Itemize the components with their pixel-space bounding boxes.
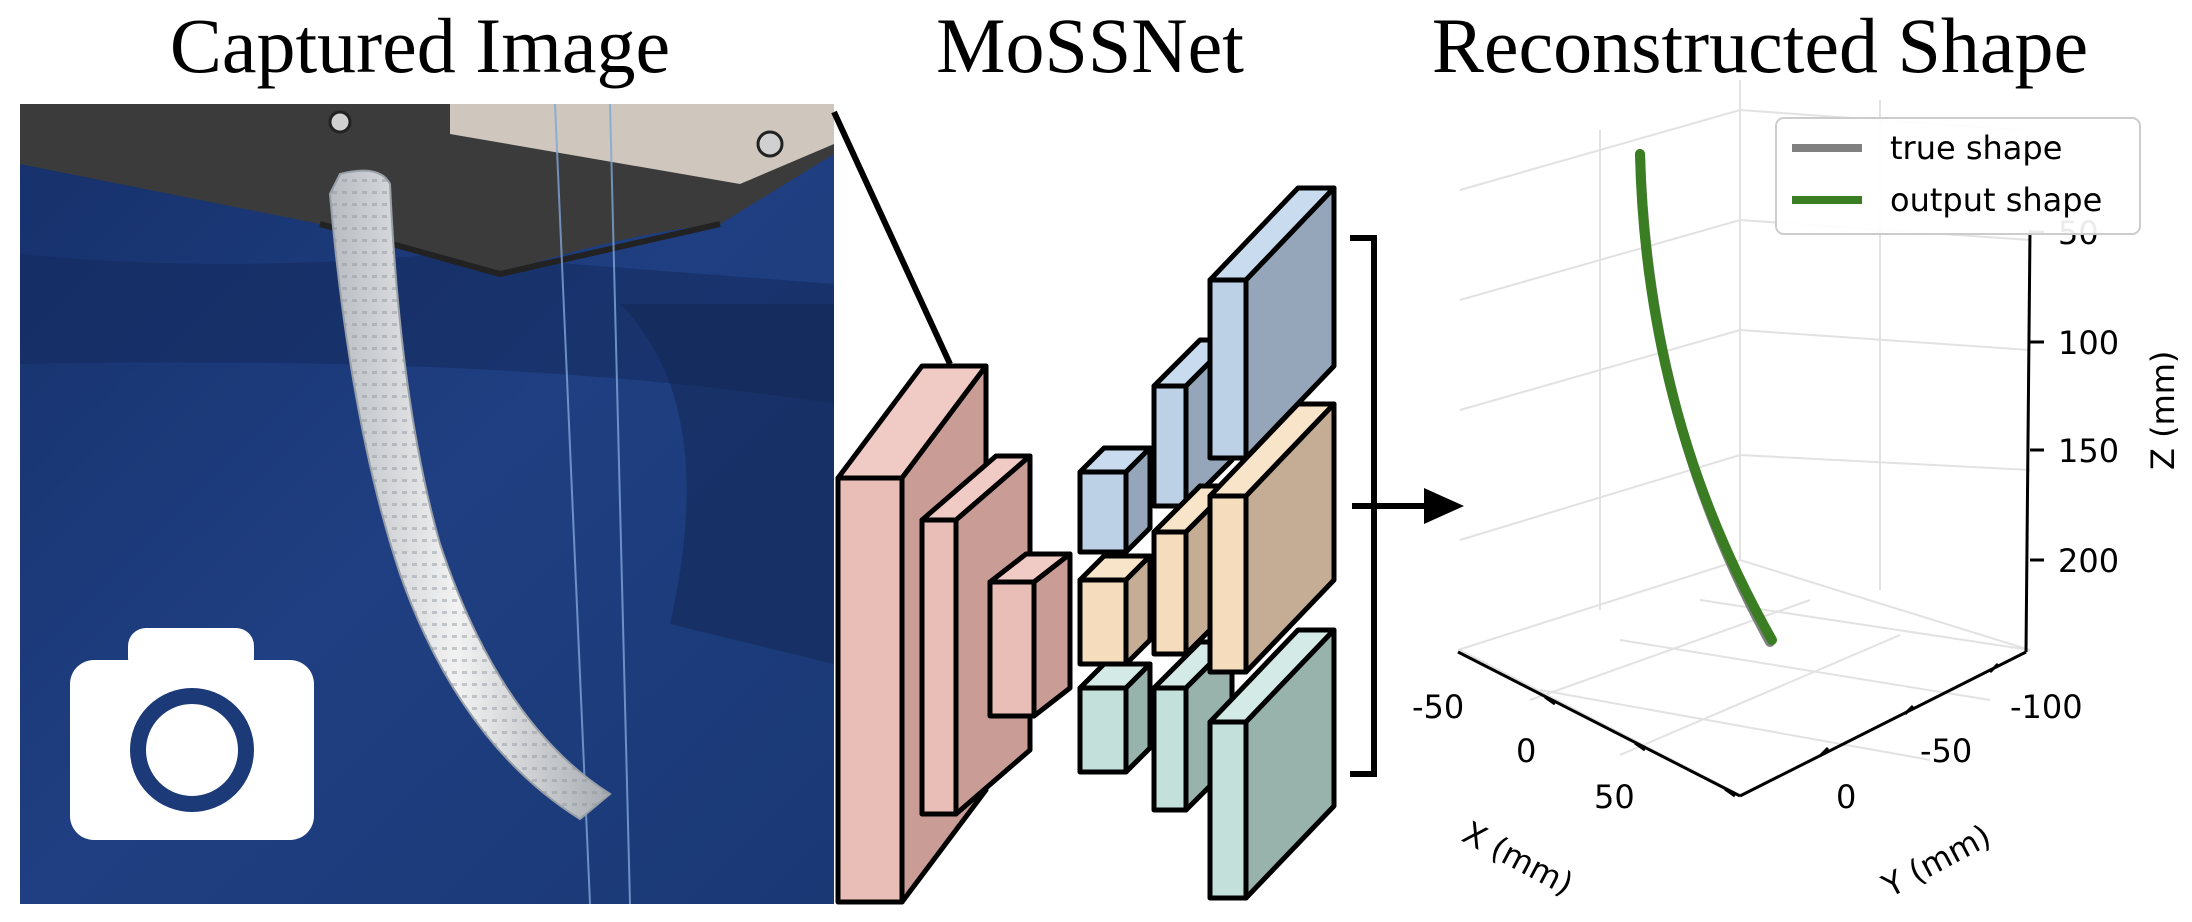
arrow-right-icon bbox=[1352, 488, 1464, 524]
z-tick-4: 200 bbox=[2058, 542, 2119, 580]
decoder-blue-mid bbox=[1151, 337, 1235, 509]
encoder-block-1 bbox=[835, 363, 989, 905]
decoder-orange-small bbox=[1077, 553, 1153, 667]
reconstructed-shape-title: Reconstructed Shape bbox=[1431, 2, 2089, 89]
captured-image-title: Captured Image bbox=[169, 2, 671, 89]
connector-line bbox=[831, 110, 953, 366]
legend-label-output: output shape bbox=[1890, 181, 2102, 219]
true-shape-line bbox=[1635, 149, 1775, 647]
bracket bbox=[1350, 235, 1377, 777]
y-axis-label: Y (mm) bbox=[1875, 817, 1997, 906]
legend: true shape output shape bbox=[1775, 117, 2141, 235]
plot3d-panes bbox=[1457, 80, 2044, 798]
z-tick-3: 150 bbox=[2058, 432, 2119, 470]
x-tick-3: 50 bbox=[1594, 778, 1635, 816]
z-axis-label: Z (mm) bbox=[2144, 351, 2182, 470]
y-tick-1: -100 bbox=[2010, 688, 2083, 726]
y-tick-2: -50 bbox=[1920, 732, 1972, 770]
z-tick-1: 50 bbox=[2058, 214, 2099, 252]
legend-box bbox=[1775, 117, 2141, 235]
camera-icon bbox=[70, 628, 314, 840]
captured-photo bbox=[20, 104, 834, 904]
decoder-teal-large bbox=[1207, 627, 1337, 901]
decoder-blue-large bbox=[1207, 185, 1337, 461]
mossnet-title: MoSSNet bbox=[936, 2, 1244, 89]
legend-label-true: true shape bbox=[1890, 129, 2062, 167]
x-tick-1: -50 bbox=[1412, 688, 1464, 726]
decoder-blue-small bbox=[1077, 445, 1153, 555]
decoder-orange-mid bbox=[1151, 483, 1235, 657]
decoder-orange-large bbox=[1207, 401, 1337, 675]
y-tick-3: 0 bbox=[1836, 778, 1856, 816]
x-axis-label: X (mm) bbox=[1456, 814, 1579, 904]
decoder-teal-small bbox=[1077, 661, 1153, 775]
x-tick-2: 0 bbox=[1516, 732, 1536, 770]
encoder-block-2 bbox=[919, 453, 1033, 817]
z-tick-2: 100 bbox=[2058, 324, 2119, 362]
encoder-block-3 bbox=[987, 551, 1073, 719]
output-shape-line bbox=[1635, 149, 1777, 645]
decoder-teal-mid bbox=[1151, 639, 1235, 813]
